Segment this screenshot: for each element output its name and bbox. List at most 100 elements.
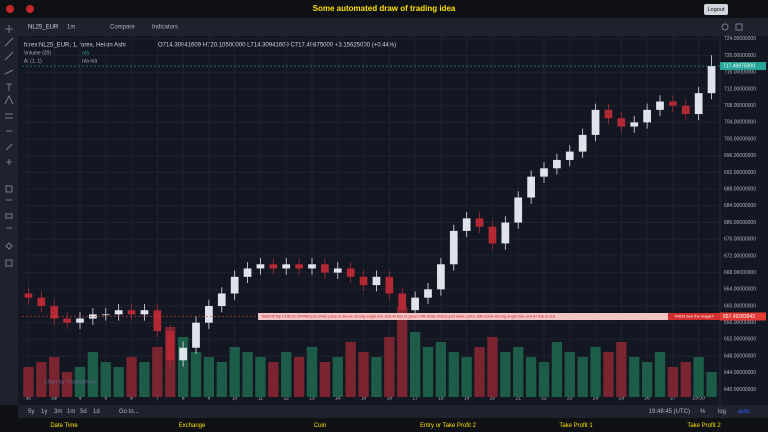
price-label: 657.49283942 bbox=[723, 314, 755, 320]
candle-body bbox=[565, 151, 574, 160]
volume-bar bbox=[49, 357, 60, 397]
range-button[interactable]: 1m bbox=[67, 409, 75, 415]
fullscreen-icon[interactable] bbox=[735, 23, 743, 31]
volume-bar bbox=[654, 352, 666, 397]
symbol[interactable]: NL25_EUR bbox=[28, 25, 59, 31]
footer-column: Date Time bbox=[50, 423, 78, 429]
volume-bar bbox=[87, 352, 99, 397]
candle-body bbox=[501, 222, 510, 244]
range-button[interactable]: 5d bbox=[80, 409, 87, 415]
candle-body bbox=[617, 118, 626, 127]
volume-bar bbox=[345, 342, 356, 397]
volume-bar bbox=[268, 362, 279, 397]
page-title: Some automated draw of trading idea bbox=[313, 4, 456, 13]
candle-body bbox=[540, 168, 548, 177]
banner-cta bbox=[668, 313, 720, 320]
footer-columns: Date Time Exchange Coin Entry or Take Profi… bbox=[50, 423, 721, 429]
price-label-box bbox=[720, 312, 766, 321]
icon bbox=[6, 5, 14, 13]
volume-bar bbox=[319, 362, 331, 397]
logout-button[interactable] bbox=[704, 4, 728, 15]
candle-body bbox=[166, 331, 175, 361]
banner-text: Wait till flip CHECK DRAW just when pric… bbox=[262, 314, 555, 319]
interval[interactable]: 1m bbox=[67, 25, 75, 31]
logout-label[interactable]: Logout bbox=[708, 7, 725, 13]
volume-bar bbox=[487, 337, 498, 397]
y-tick-label: 700.00000000 bbox=[724, 136, 756, 142]
compare-button[interactable]: Compare bbox=[110, 25, 135, 31]
candle-body bbox=[488, 226, 497, 244]
volume-bar bbox=[100, 362, 111, 397]
candle-body bbox=[643, 109, 651, 123]
candle-body bbox=[24, 293, 33, 298]
candle-body bbox=[398, 293, 407, 311]
x-tick-label: 15 bbox=[361, 395, 367, 401]
volume-bar bbox=[113, 367, 124, 397]
candle-body bbox=[308, 264, 316, 269]
x-tick-label: 13 bbox=[309, 395, 315, 401]
candle-body bbox=[205, 306, 213, 323]
y-tick-label: 720.00000000 bbox=[724, 53, 756, 59]
volume-bar bbox=[706, 372, 717, 397]
log-toggle[interactable]: log bbox=[718, 409, 726, 415]
x-tick-label: 20 bbox=[490, 395, 496, 401]
candle-body bbox=[591, 109, 600, 135]
candle-body bbox=[424, 289, 432, 298]
y-tick-label: 648.00000000 bbox=[724, 353, 756, 359]
candle-body bbox=[230, 276, 239, 294]
candle-body bbox=[437, 264, 445, 290]
candle-body bbox=[372, 276, 381, 286]
candle-body bbox=[462, 218, 471, 231]
bottom-toolbar bbox=[18, 405, 768, 418]
legend-series: forex:NL25_EUR, 1, forex, Heikin Ashi bbox=[24, 43, 126, 49]
x-tick-label: 12 bbox=[283, 395, 289, 401]
range-button[interactable]: 3m bbox=[54, 409, 62, 415]
candle-body bbox=[140, 310, 149, 315]
candle-body bbox=[707, 66, 716, 94]
candle-body bbox=[411, 297, 419, 311]
x-tick-label: 26 bbox=[644, 395, 650, 401]
auto-toggle[interactable]: auto bbox=[738, 409, 750, 415]
volume-bar bbox=[152, 347, 163, 397]
volume-bar bbox=[667, 367, 679, 397]
candle-body bbox=[553, 159, 561, 169]
candle-body bbox=[37, 297, 46, 307]
volume-bar bbox=[435, 342, 447, 397]
indicators-button[interactable]: Indicators bbox=[152, 25, 178, 31]
candle-body bbox=[101, 314, 110, 316]
goto-button[interactable]: Go to... bbox=[119, 409, 139, 415]
y-tick-label: 692.00000000 bbox=[724, 170, 756, 176]
volume-bar bbox=[190, 352, 202, 397]
candle-body bbox=[76, 318, 84, 323]
left-toolbar bbox=[0, 18, 18, 405]
candle-body bbox=[449, 230, 458, 265]
candle-body bbox=[282, 264, 291, 269]
candle-body bbox=[321, 264, 329, 273]
candle-body bbox=[578, 134, 587, 152]
volume-bar bbox=[255, 357, 266, 397]
volume-bar bbox=[371, 357, 382, 397]
x-tick-label: 10 bbox=[232, 395, 238, 401]
x-tick-label: 11 bbox=[258, 395, 263, 401]
legend-volume-value: n/a bbox=[82, 50, 89, 56]
y-tick-label: 696.00000000 bbox=[724, 153, 756, 159]
percent-toggle[interactable]: % bbox=[700, 409, 706, 415]
candle-body bbox=[50, 306, 59, 319]
volume-bar bbox=[422, 347, 434, 397]
candle-body bbox=[475, 218, 484, 227]
range-button[interactable]: 1y bbox=[41, 409, 47, 415]
x-tick-label: 6 bbox=[130, 395, 133, 401]
volume-bar bbox=[629, 357, 640, 397]
volume-bar bbox=[216, 362, 227, 397]
y-tick-label: 644.00000000 bbox=[724, 370, 756, 376]
x-tick-label: 30 bbox=[26, 395, 32, 401]
candle-body bbox=[656, 101, 664, 110]
range-button[interactable]: 1d bbox=[93, 409, 100, 415]
range-button[interactable]: 5y bbox=[28, 409, 34, 415]
y-tick-label: 664.00000000 bbox=[724, 287, 756, 293]
candle-body bbox=[269, 264, 278, 269]
volume-bar bbox=[358, 352, 369, 397]
volume-bar bbox=[139, 362, 150, 397]
footer-column: Coin bbox=[314, 423, 326, 429]
settings-icon[interactable] bbox=[721, 23, 729, 31]
